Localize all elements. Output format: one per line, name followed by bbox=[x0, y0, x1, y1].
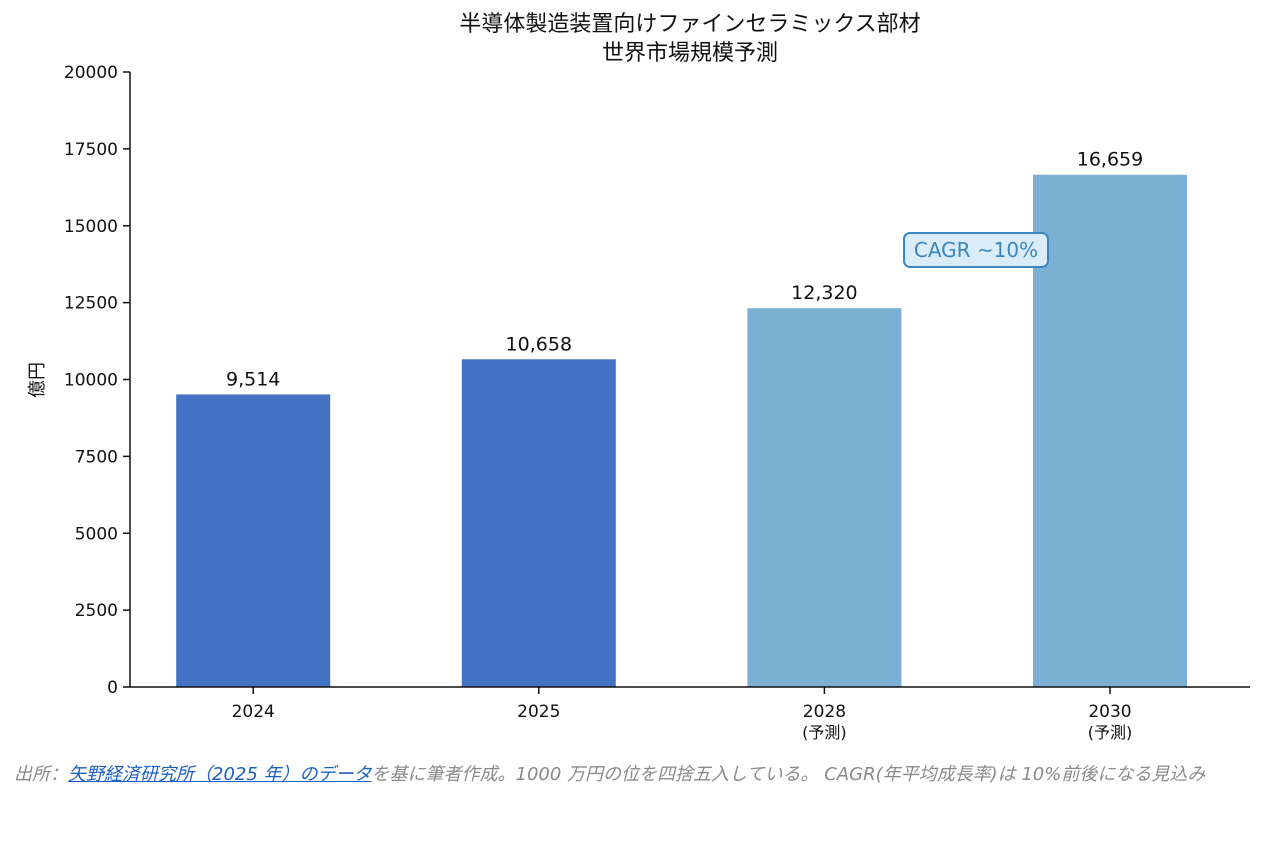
x-tick-label: 2024 bbox=[232, 702, 275, 722]
source-caption: 出所：矢野経済研究所（2025 年）のデータを基に筆者作成。1000 万円の位を… bbox=[14, 760, 1266, 789]
x-tick-label: 2025 bbox=[517, 702, 560, 722]
chart-title-line-2: 世界市場規模予測 bbox=[602, 41, 778, 66]
caption-suffix: を基に筆者作成。1000 万円の位を四捨五入している。 CAGR(年平均成長率)… bbox=[371, 764, 1206, 785]
value-label: 10,658 bbox=[506, 333, 572, 355]
source-link[interactable]: 矢野経済研究所（2025 年）のデータ bbox=[68, 764, 372, 785]
y-axis-label: 億円 bbox=[27, 362, 48, 398]
chart-title: 半導体製造装置向けファインセラミックス部材 世界市場規模予測 bbox=[459, 12, 920, 66]
chart-area: 半導体製造装置向けファインセラミックス部材 世界市場規模予測 億円 0 2500 5… bbox=[27, 12, 1250, 742]
y-tick-label: 20000 bbox=[64, 63, 118, 83]
cagr-annotation: CAGR ~10% bbox=[903, 232, 1049, 268]
x-tick-sublabel: (予測) bbox=[802, 723, 847, 742]
x-axis-ticks: 2024 2025 2028(予測)2030(予測) bbox=[232, 687, 1133, 742]
bar bbox=[747, 308, 902, 687]
y-tick-label: 10000 bbox=[64, 371, 118, 391]
chart-title-line-1: 半導体製造装置向けファインセラミックス部材 bbox=[459, 12, 920, 37]
bar bbox=[1033, 174, 1187, 688]
bar bbox=[176, 394, 331, 687]
y-tick-label: 7500 bbox=[75, 447, 118, 467]
x-tick-label: 2028 bbox=[803, 702, 846, 722]
bars bbox=[176, 174, 1187, 688]
y-tick-label: 17500 bbox=[64, 140, 118, 160]
cagr-annotation-box bbox=[903, 232, 1049, 268]
value-label: 16,659 bbox=[1077, 149, 1143, 171]
value-label: 12,320 bbox=[791, 282, 857, 304]
x-tick-sublabel: (予測) bbox=[1088, 723, 1133, 742]
value-label: 9,514 bbox=[226, 368, 280, 390]
cagr-annotation-text: CAGR ~10% bbox=[914, 238, 1038, 262]
y-tick-label: 12500 bbox=[64, 294, 118, 314]
bar-chart: 半導体製造装置向けファインセラミックス部材 世界市場規模予測 億円 0 2500 5… bbox=[27, 12, 1250, 742]
y-tick-label: 5000 bbox=[75, 524, 118, 544]
caption-prefix: 出所： bbox=[14, 764, 68, 785]
bar bbox=[461, 359, 616, 687]
axes bbox=[129, 72, 1250, 688]
y-tick-label: 0 bbox=[107, 678, 118, 698]
y-axis-ticks: 0 2500 5000 7500 10000 12500 15000 17500 20000 bbox=[64, 63, 130, 698]
value-labels: 9,514 10,658 12,320 16,659 bbox=[226, 149, 1143, 391]
y-tick-label: 2500 bbox=[75, 601, 118, 621]
y-tick-label: 15000 bbox=[64, 217, 118, 237]
x-tick-label: 2030 bbox=[1088, 702, 1131, 722]
